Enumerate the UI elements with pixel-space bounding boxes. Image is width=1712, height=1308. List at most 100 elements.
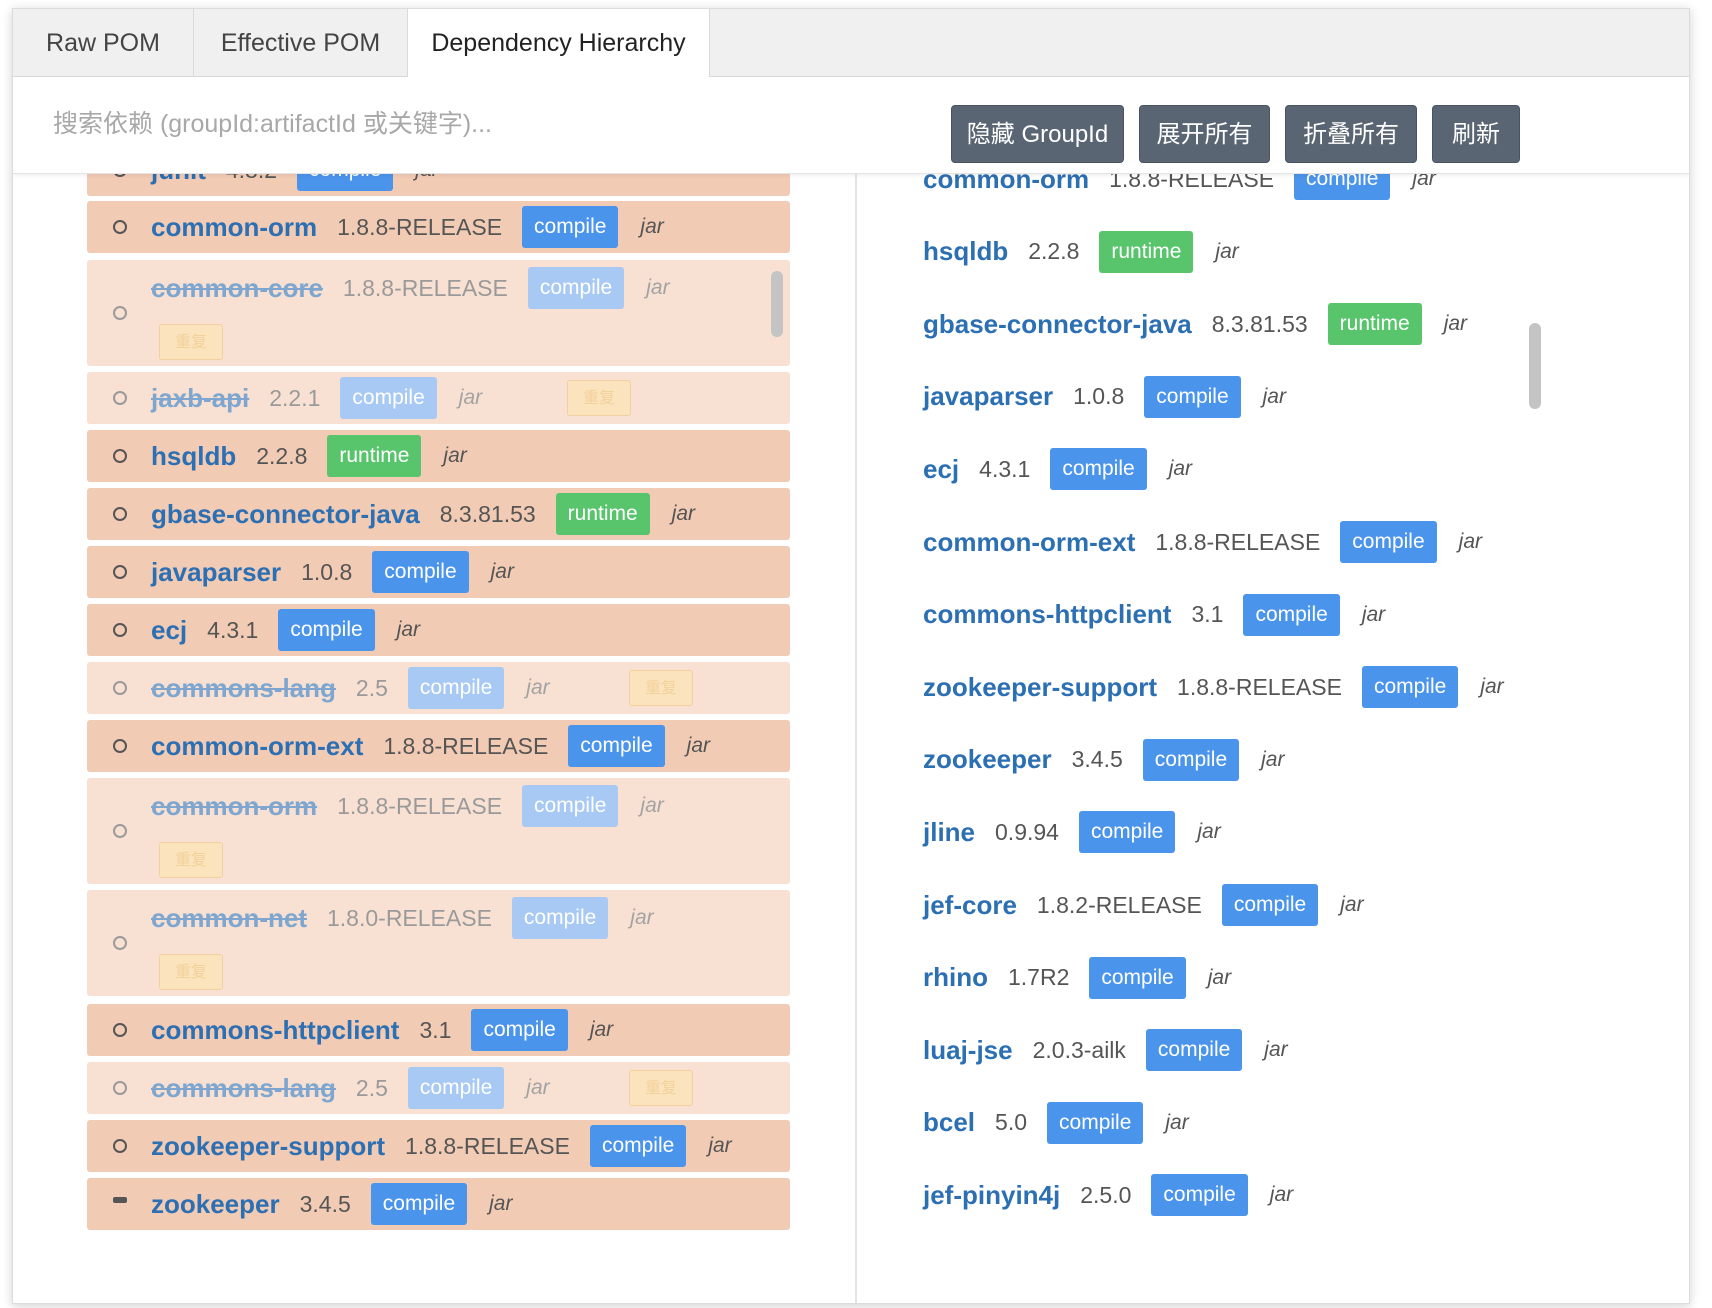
tree-row[interactable]: zookeeper-support 1.8.8-RELEASE compile jar <box>87 1120 790 1172</box>
version: 1.8.8-RELEASE <box>383 732 549 759</box>
artifact-id[interactable]: gbase-connector-java <box>923 308 1192 339</box>
resolved-row: zookeeper 3.4.5 compile jar <box>923 738 1284 781</box>
scope-badge: compile <box>1145 1029 1243 1072</box>
artifact-id[interactable]: luaj-jse <box>923 1034 1013 1065</box>
artifact-id[interactable]: common-core <box>151 272 323 303</box>
tree-row[interactable]: commons-lang 2.5 compile jar 重复 <box>87 662 790 714</box>
packaging-type: jar <box>1361 602 1386 626</box>
circle-bullet-icon[interactable] <box>113 1197 127 1203</box>
packaging-type: jar <box>708 1134 732 1157</box>
tree-row[interactable]: gbase-connector-java 8.3.81.53 runtime jar <box>87 488 790 540</box>
tree-row[interactable]: zookeeper 3.4.5 compile jar <box>87 1178 790 1230</box>
tree-row[interactable]: jaxb-api 2.2.1 compile jar 重复 <box>87 372 790 424</box>
circle-bullet-icon[interactable] <box>113 220 127 234</box>
artifact-id[interactable]: javaparser <box>151 556 282 587</box>
circle-bullet-icon[interactable] <box>113 1023 127 1037</box>
search-input[interactable] <box>53 99 953 149</box>
resolved-row: jline 0.9.94 compile jar <box>923 811 1221 854</box>
resolved-scrollbar[interactable] <box>1529 323 1541 409</box>
artifact-id[interactable]: zookeeper <box>151 1188 280 1219</box>
artifact-id[interactable]: jaxb-api <box>151 382 250 413</box>
circle-bullet-icon[interactable] <box>113 565 127 579</box>
refresh-button[interactable]: 刷新 <box>1432 105 1520 163</box>
artifact-id[interactable]: zookeeper-support <box>151 1130 386 1161</box>
artifact-id[interactable]: commons-lang <box>151 672 336 703</box>
circle-bullet-icon[interactable] <box>113 824 127 838</box>
dependency-line: common-net 1.8.0-RELEASE compile jar <box>151 897 654 939</box>
artifact-id[interactable]: ecj <box>923 453 960 484</box>
artifact-id[interactable]: gbase-connector-java <box>151 498 420 529</box>
circle-bullet-icon[interactable] <box>113 449 127 463</box>
expand-all-button[interactable]: 展开所有 <box>1139 105 1270 163</box>
tree-row[interactable]: common-orm-ext 1.8.8-RELEASE compile jar <box>87 720 790 772</box>
artifact-id[interactable]: common-orm <box>923 174 1090 194</box>
artifact-id[interactable]: commons-httpclient <box>923 599 1172 630</box>
tree-row[interactable]: common-net 1.8.0-RELEASE compile jar 重复 <box>87 890 790 996</box>
scope-badge: compile <box>1144 375 1241 418</box>
dependency-tree-pane[interactable]: junit 4.8.2 compile jar common-orm 1.8.8-RELE… <box>13 174 857 1303</box>
artifact-id[interactable]: jef-pinyin4j <box>923 1179 1061 1210</box>
artifact-id[interactable]: rhino <box>923 962 988 993</box>
packaging-type: jar <box>1262 384 1286 408</box>
dependency-line: common-orm-ext 1.8.8-RELEASE compile jar <box>151 725 710 767</box>
packaging-type: jar <box>640 215 664 238</box>
circle-bullet-icon[interactable] <box>113 391 127 405</box>
dependency-line: zookeeper 3.4.5 compile jar <box>151 1183 512 1225</box>
tree-scrollbar[interactable] <box>771 271 783 337</box>
tree-row[interactable]: common-core 1.8.8-RELEASE compile jar 重复 <box>87 260 790 366</box>
resolved-dependencies-pane[interactable]: common-orm 1.8.8-RELEASE compile jar hsqldb 2… <box>859 174 1689 1303</box>
artifact-id[interactable]: jef-core <box>923 889 1017 920</box>
artifact-id[interactable]: commons-lang <box>151 1072 336 1103</box>
circle-bullet-icon[interactable] <box>113 507 127 521</box>
packaging-type: jar <box>1458 530 1482 553</box>
tab-effective-pom[interactable]: Effective POM <box>194 9 408 77</box>
packaging-type: jar <box>646 276 670 299</box>
tree-row[interactable]: hsqldb 2.2.8 runtime jar <box>87 430 790 482</box>
resolved-row: bcel 5.0 compile jar <box>923 1101 1189 1144</box>
artifact-id[interactable]: hsqldb <box>923 236 1009 267</box>
pom-editor-window: Raw POM Effective POM Dependency Hierarc… <box>12 8 1690 1304</box>
tree-row[interactable]: commons-lang 2.5 compile jar 重复 <box>87 1062 790 1114</box>
circle-bullet-icon[interactable] <box>113 174 127 177</box>
tree-row[interactable]: common-orm 1.8.8-RELEASE compile jar <box>87 201 790 253</box>
artifact-id[interactable]: javaparser <box>923 381 1054 412</box>
tree-row[interactable]: common-orm 1.8.8-RELEASE compile jar 重复 <box>87 778 790 884</box>
artifact-id[interactable]: common-orm-ext <box>151 730 364 761</box>
artifact-id[interactable]: hsqldb <box>151 440 237 471</box>
tree-row[interactable]: junit 4.8.2 compile jar <box>87 174 790 196</box>
circle-bullet-icon[interactable] <box>113 739 127 753</box>
tree-row[interactable]: ecj 4.3.1 compile jar <box>87 604 790 656</box>
version: 5.0 <box>995 1109 1028 1136</box>
artifact-id[interactable]: junit <box>151 174 206 186</box>
scope-badge: compile <box>527 267 625 309</box>
circle-bullet-icon[interactable] <box>113 623 127 637</box>
packaging-type: jar <box>1269 1183 1294 1207</box>
tab-raw-pom[interactable]: Raw POM <box>13 9 194 77</box>
artifact-id[interactable]: common-net <box>151 902 307 933</box>
circle-bullet-icon[interactable] <box>113 1081 127 1095</box>
artifact-id[interactable]: zookeeper <box>923 744 1052 775</box>
version: 1.8.8-RELEASE <box>1155 528 1321 555</box>
artifact-id[interactable]: common-orm <box>151 790 318 821</box>
tab-bar: Raw POM Effective POM Dependency Hierarc… <box>13 9 1689 78</box>
tab-dependency-hierarchy[interactable]: Dependency Hierarchy <box>408 9 710 78</box>
artifact-id[interactable]: commons-httpclient <box>151 1014 400 1045</box>
artifact-id[interactable]: bcel <box>923 1107 976 1138</box>
collapse-all-button[interactable]: 折叠所有 <box>1285 105 1417 163</box>
hide-groupid-button[interactable]: 隐藏 GroupId <box>951 105 1124 163</box>
version: 1.0.8 <box>1073 383 1125 410</box>
resolved-row: jef-core 1.8.2-RELEASE compile jar <box>923 884 1364 926</box>
artifact-id[interactable]: ecj <box>151 614 188 645</box>
scope-badge: runtime <box>1327 303 1422 346</box>
version: 1.8.8-RELEASE <box>337 213 503 240</box>
artifact-id[interactable]: jline <box>923 816 976 847</box>
tree-row[interactable]: javaparser 1.0.8 compile jar <box>87 546 790 598</box>
circle-bullet-icon[interactable] <box>113 306 127 320</box>
artifact-id[interactable]: zookeeper-support <box>923 671 1158 702</box>
tree-row[interactable]: commons-httpclient 3.1 compile jar <box>87 1004 790 1056</box>
circle-bullet-icon[interactable] <box>113 936 127 950</box>
circle-bullet-icon[interactable] <box>113 681 127 695</box>
artifact-id[interactable]: common-orm-ext <box>923 526 1136 557</box>
circle-bullet-icon[interactable] <box>113 1139 127 1153</box>
artifact-id[interactable]: common-orm <box>151 211 318 242</box>
